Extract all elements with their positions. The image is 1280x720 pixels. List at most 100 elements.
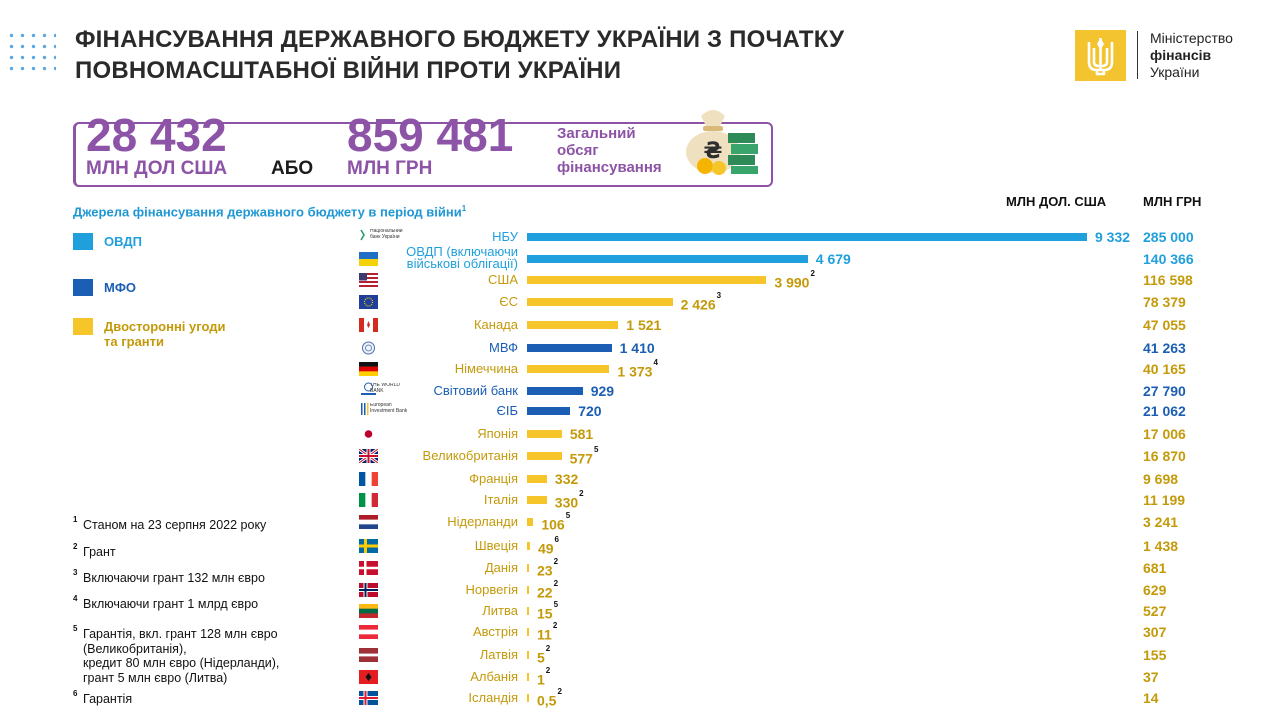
footnote-line: Гарантія: [83, 692, 133, 706]
bar-jp: [527, 430, 562, 438]
lt-flag-icon: [359, 604, 378, 618]
uah-value: 11 199: [1143, 492, 1186, 508]
footnote-text: Гарантія, вкл. грант 128 млн євро (Велико…: [83, 627, 279, 685]
bar-value-text: 1 373: [617, 363, 653, 380]
row-label: Канада: [473, 317, 518, 332]
bar-gb: [527, 452, 562, 460]
bar-value: 3 9902: [774, 269, 815, 293]
footnote-line: кредит 80 млн євро (Нідерланди),: [83, 656, 280, 670]
bar-us: [527, 276, 767, 284]
ministry-line-3: України: [1150, 64, 1200, 80]
chart-row-no: Норвегія 222 629: [0, 579, 1280, 602]
row-label: Норвегія: [465, 582, 518, 597]
chart-row-imf: МВФ 1 410 41 263: [0, 338, 1280, 360]
legend-label-line: МФО: [104, 280, 137, 295]
al-flag-icon: [359, 670, 378, 684]
uah-value: 47 055: [1143, 317, 1186, 333]
uah-value: 16 870: [1143, 448, 1186, 464]
bar-se: [527, 542, 530, 550]
chart-row-nbu: Національний банк України НБУ 9 332 285 000: [0, 227, 1280, 249]
money-bag-icon: ₴: [686, 110, 758, 175]
wb-flag-icon: THE WORLD BANK: [359, 382, 407, 398]
chart-row-lt: Литва 155 527: [0, 600, 1280, 623]
footnote-line: Включаючи грант 1 млрд євро: [83, 597, 259, 611]
row-label: Швеція: [474, 538, 518, 553]
logo-separator: [1137, 31, 1138, 79]
uah-value: 27 790: [1143, 383, 1186, 399]
bar-value-note: 2: [810, 269, 815, 278]
footnote-text: Станом на 23 серпня 2022 року: [83, 518, 266, 533]
chart-subtitle-text: Джерела фінансування державного бюджету …: [73, 204, 462, 220]
chart-row-al: Албанія 12 37: [0, 666, 1280, 689]
ua-flag-icon: [359, 252, 378, 266]
uah-value: 78 379: [1143, 294, 1186, 310]
uah-value: 307: [1143, 624, 1167, 640]
ministry-line-1: Міністерство: [1150, 30, 1233, 46]
footnote-2: 2 Грант: [73, 542, 116, 563]
uah-value: 1 438: [1143, 538, 1179, 554]
row-label: Світовий банк: [433, 383, 518, 398]
bar-value: 2 4263: [681, 291, 722, 315]
jp-flag-icon: [359, 427, 378, 441]
bar-value: 1 3734: [617, 358, 658, 382]
bar-value-text: 15: [537, 605, 553, 622]
bar-value-note: 4: [653, 358, 658, 367]
legend-label: МФО: [104, 280, 136, 295]
svg-text:₴: ₴: [704, 139, 723, 164]
bar-value-text: 4 679: [815, 251, 851, 267]
eu-flag-icon: [359, 295, 378, 309]
uah-value: 629: [1143, 582, 1167, 598]
chart-row-de: Німеччина 1 3734 40 165: [0, 358, 1280, 382]
row-label: Албанія: [470, 669, 518, 684]
legend-swatch: [73, 279, 93, 296]
row-label: ЄІБ: [496, 403, 519, 418]
page-title: ФІНАНСУВАННЯ ДЕРЖАВНОГО БЮДЖЕТУ УКРАЇНИ …: [75, 24, 844, 86]
footnote-line: Включаючи грант 132 млн євро: [83, 571, 265, 585]
bar-de: [527, 365, 610, 373]
footnote-line: грант 5 млн євро (Литва): [83, 670, 228, 685]
bar-value-text: 581: [569, 426, 594, 442]
decorative-dots: [6, 30, 56, 76]
bar-wb: [527, 387, 583, 395]
bar-value: 4 679: [816, 249, 851, 269]
total-usd-unit: МЛН ДОЛ США: [86, 158, 228, 179]
bar-value: 496: [537, 535, 559, 559]
bar-value-text: 106: [541, 516, 565, 533]
row-label: Данія: [484, 560, 518, 575]
bar-value-text: 1 410: [619, 340, 655, 356]
bar-value: 1 410: [620, 338, 655, 358]
bar-value-text: 49: [537, 540, 554, 557]
bar-value-text: 720: [578, 403, 602, 419]
bar-no: [527, 586, 529, 594]
row-label: Німеччина: [454, 361, 518, 376]
bar-value-text: 1 521: [626, 317, 662, 333]
se-flag-icon: [359, 539, 378, 553]
footnote-number: 4: [73, 594, 78, 603]
total-usd-value: 28 432: [86, 109, 227, 161]
row-label: Латвія: [479, 647, 518, 662]
uah-value: 9 698: [1143, 471, 1179, 487]
row-label-line: ОВДП (включаючи: [406, 244, 518, 259]
chart-row-lv: Латвія 52 155: [0, 644, 1280, 667]
uah-value: 155: [1143, 647, 1167, 663]
row-label: Японія: [477, 426, 518, 441]
gb-flag-icon: [359, 449, 378, 463]
ministry-name: Міністерство фінансів України: [1150, 30, 1233, 81]
chart-row-it: Італія 3302 11 199: [0, 489, 1280, 512]
bar-al: [527, 673, 529, 681]
uah-value: 285 000: [1143, 229, 1194, 245]
chart-row-wb: THE WORLD BANK Світовий банк 929 27 790: [0, 381, 1280, 403]
col-header-usd: МЛН ДОЛ. США: [1006, 194, 1107, 209]
dk-flag-icon: [359, 561, 378, 575]
row-label: МВФ: [489, 340, 518, 355]
bar-value-note: 2: [545, 666, 551, 675]
chart-row-us: США 3 9902 116 598: [0, 269, 1280, 293]
footnote-number: 3: [73, 568, 78, 577]
legend-swatch: [73, 233, 93, 250]
chart-subtitle-note: 1: [461, 204, 467, 213]
bar-is: [527, 694, 529, 702]
bar-fr: [527, 475, 547, 483]
chart-row-nl: Нідерланди 1065 3 241: [0, 511, 1280, 534]
footnote-number: 2: [73, 542, 78, 551]
chart-row-ua: ОВДП (включаючи військові облігації) 4 679…: [0, 244, 1280, 271]
